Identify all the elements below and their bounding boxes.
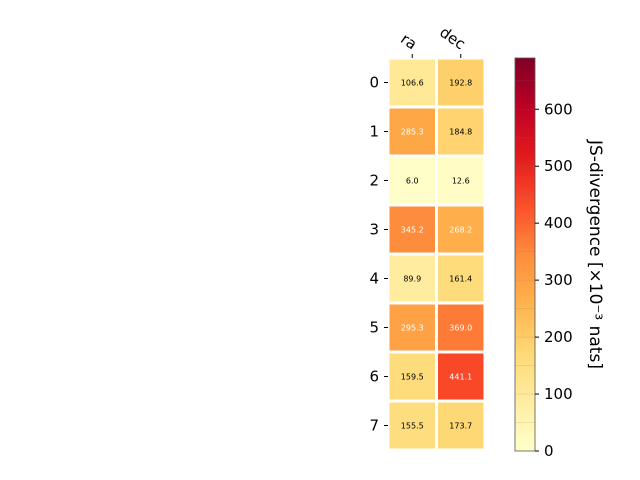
x-axis: ra dec [397, 23, 469, 58]
heatmap-cells [386, 56, 487, 452]
cell-value-label: 268.2 [449, 226, 472, 235]
colorbar-tick-label: 300 [544, 271, 573, 289]
colorbar-gradient [514, 57, 536, 452]
cell-value-label: 345.2 [401, 226, 424, 235]
y-tick-label: 5 [369, 319, 379, 337]
colorbar-label: JS-divergence [×10⁻³ nats] [585, 139, 605, 369]
cell-value-label: 192.8 [449, 79, 472, 88]
y-axis: 0 1 2 3 4 5 6 7 [369, 74, 388, 435]
cell-value-label: 285.3 [401, 128, 424, 137]
cell-value-label: 89.9 [403, 275, 421, 284]
colorbar-tick-label: 600 [544, 100, 573, 118]
cell-value-label: 159.5 [401, 373, 424, 382]
cell-value-label: 369.0 [449, 324, 472, 333]
colorbar-tick-label: 200 [544, 328, 573, 346]
x-tick-label: dec [436, 23, 468, 53]
cell-value-label: 173.7 [449, 422, 472, 431]
cell-value-label: 295.3 [401, 324, 424, 333]
heatmap-cell [435, 105, 487, 158]
cell-value-label: 6.0 [406, 177, 419, 186]
colorbar-tick-label: 0 [544, 442, 554, 460]
cell-value-label: 441.1 [449, 373, 472, 382]
heatmap-cell [435, 154, 487, 207]
heatmap-cell [435, 399, 487, 452]
heatmap-cell [435, 252, 487, 305]
colorbar-tick-label: 500 [544, 157, 573, 175]
heatmap-cell-labels: 106.6 192.8 285.3 184.8 6.0 12.6 345.2 268.2 89.… [401, 79, 472, 431]
cell-value-label: 106.6 [401, 79, 424, 88]
cell-value-label: 155.5 [401, 422, 424, 431]
y-tick-label: 0 [369, 74, 379, 92]
y-tick-label: 3 [369, 221, 379, 239]
y-tick-label: 1 [369, 123, 379, 141]
colorbar: 0 100 200 300 400 500 600 JS-divergence [×10⁻³… [514, 57, 605, 460]
heatmap-cell [435, 203, 487, 256]
colorbar-tick-label: 100 [544, 385, 573, 403]
cell-value-label: 184.8 [449, 128, 472, 137]
y-tick-label: 4 [369, 270, 379, 288]
colorbar-tick-label: 400 [544, 214, 573, 232]
y-tick-label: 6 [369, 368, 379, 386]
cell-value-label: 161.4 [449, 275, 472, 284]
y-tick-label: 2 [369, 172, 379, 190]
x-tick-label: ra [397, 30, 420, 54]
y-tick-label: 7 [369, 417, 379, 435]
cell-value-label: 12.6 [452, 177, 470, 186]
